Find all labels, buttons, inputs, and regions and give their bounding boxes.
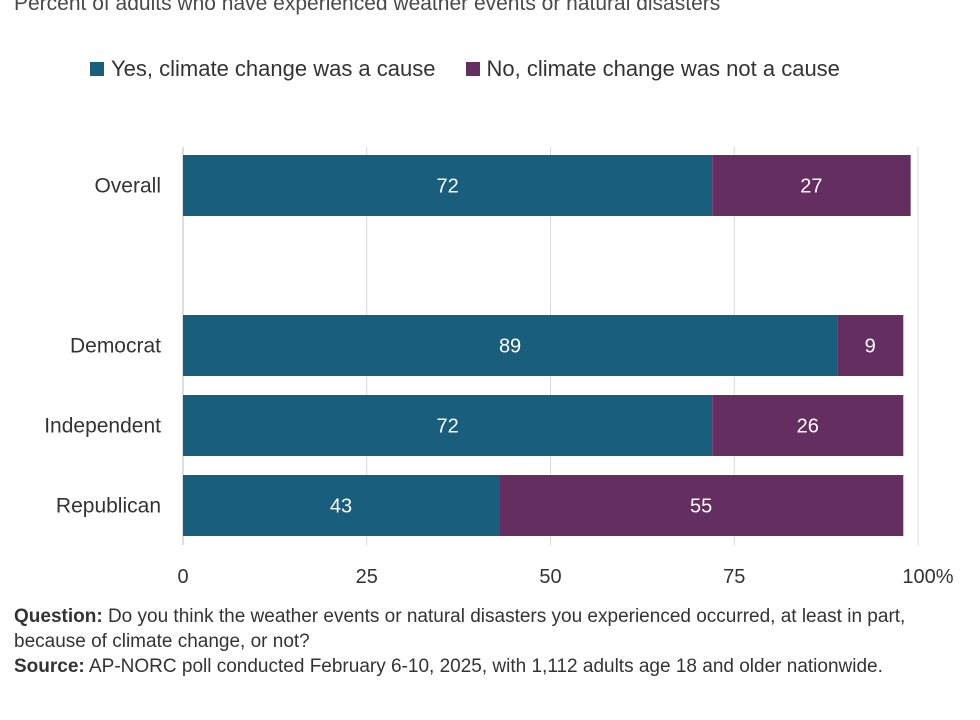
source-text: AP-NORC poll conducted February 6-10, 20… bbox=[84, 656, 883, 677]
legend-item-yes: Yes, climate change was a cause bbox=[90, 56, 436, 82]
legend-label-no: No, climate change was not a cause bbox=[486, 56, 840, 81]
data-label-1-1: 9 bbox=[865, 336, 876, 358]
x-tick-label-3: 75 bbox=[723, 566, 745, 588]
bar-1-2 bbox=[712, 395, 904, 456]
x-tick-label-0: 0 bbox=[177, 566, 188, 588]
question-note: Question: Do you think the weather event… bbox=[14, 604, 969, 654]
data-label-0-2: 72 bbox=[436, 416, 458, 438]
chart-legend: Yes, climate change was a cause No, clim… bbox=[90, 56, 840, 82]
bar-0-3 bbox=[183, 475, 500, 536]
data-label-1-3: 55 bbox=[690, 496, 712, 518]
legend-swatch-no bbox=[465, 62, 480, 76]
bar-1-0 bbox=[712, 155, 911, 216]
stacked-bar-chart: 0 25 50 75 100% Overall 72 27 Democrat 89 9 Indepen… bbox=[44, 147, 954, 588]
x-tick-label-2: 50 bbox=[539, 566, 561, 588]
category-label-2: Independent bbox=[44, 415, 161, 438]
data-label-0-3: 43 bbox=[330, 496, 352, 518]
bar-0-2 bbox=[183, 395, 713, 456]
legend-item-no: No, climate change was not a cause bbox=[465, 56, 840, 82]
data-label-0-1: 89 bbox=[499, 336, 521, 358]
data-label-1-2: 26 bbox=[797, 416, 819, 438]
chart-subtitle: Percent of adults who have experienced w… bbox=[14, 0, 721, 15]
data-label-1-0: 27 bbox=[800, 176, 822, 198]
category-label-1: Democrat bbox=[70, 335, 161, 358]
bar-1-1 bbox=[837, 315, 904, 376]
category-label-0: Overall bbox=[94, 175, 161, 198]
footnote: Question: Do you think the weather event… bbox=[14, 604, 969, 679]
legend-label-yes: Yes, climate change was a cause bbox=[111, 56, 436, 81]
bar-0-1 bbox=[183, 315, 838, 376]
x-tick-label-1: 25 bbox=[356, 566, 378, 588]
source-label: Source: bbox=[14, 656, 85, 677]
bar-0-0 bbox=[183, 155, 713, 216]
x-tick-label-4: 100% bbox=[902, 566, 953, 588]
question-text: Do you think the weather events or natur… bbox=[14, 606, 906, 652]
bar-1-3 bbox=[499, 475, 904, 536]
legend-swatch-yes bbox=[90, 62, 104, 76]
source-note: Source: AP-NORC poll conducted February … bbox=[14, 654, 969, 679]
data-label-0-0: 72 bbox=[436, 176, 458, 198]
question-label: Question: bbox=[14, 606, 103, 627]
category-label-3: Republican bbox=[56, 495, 161, 518]
